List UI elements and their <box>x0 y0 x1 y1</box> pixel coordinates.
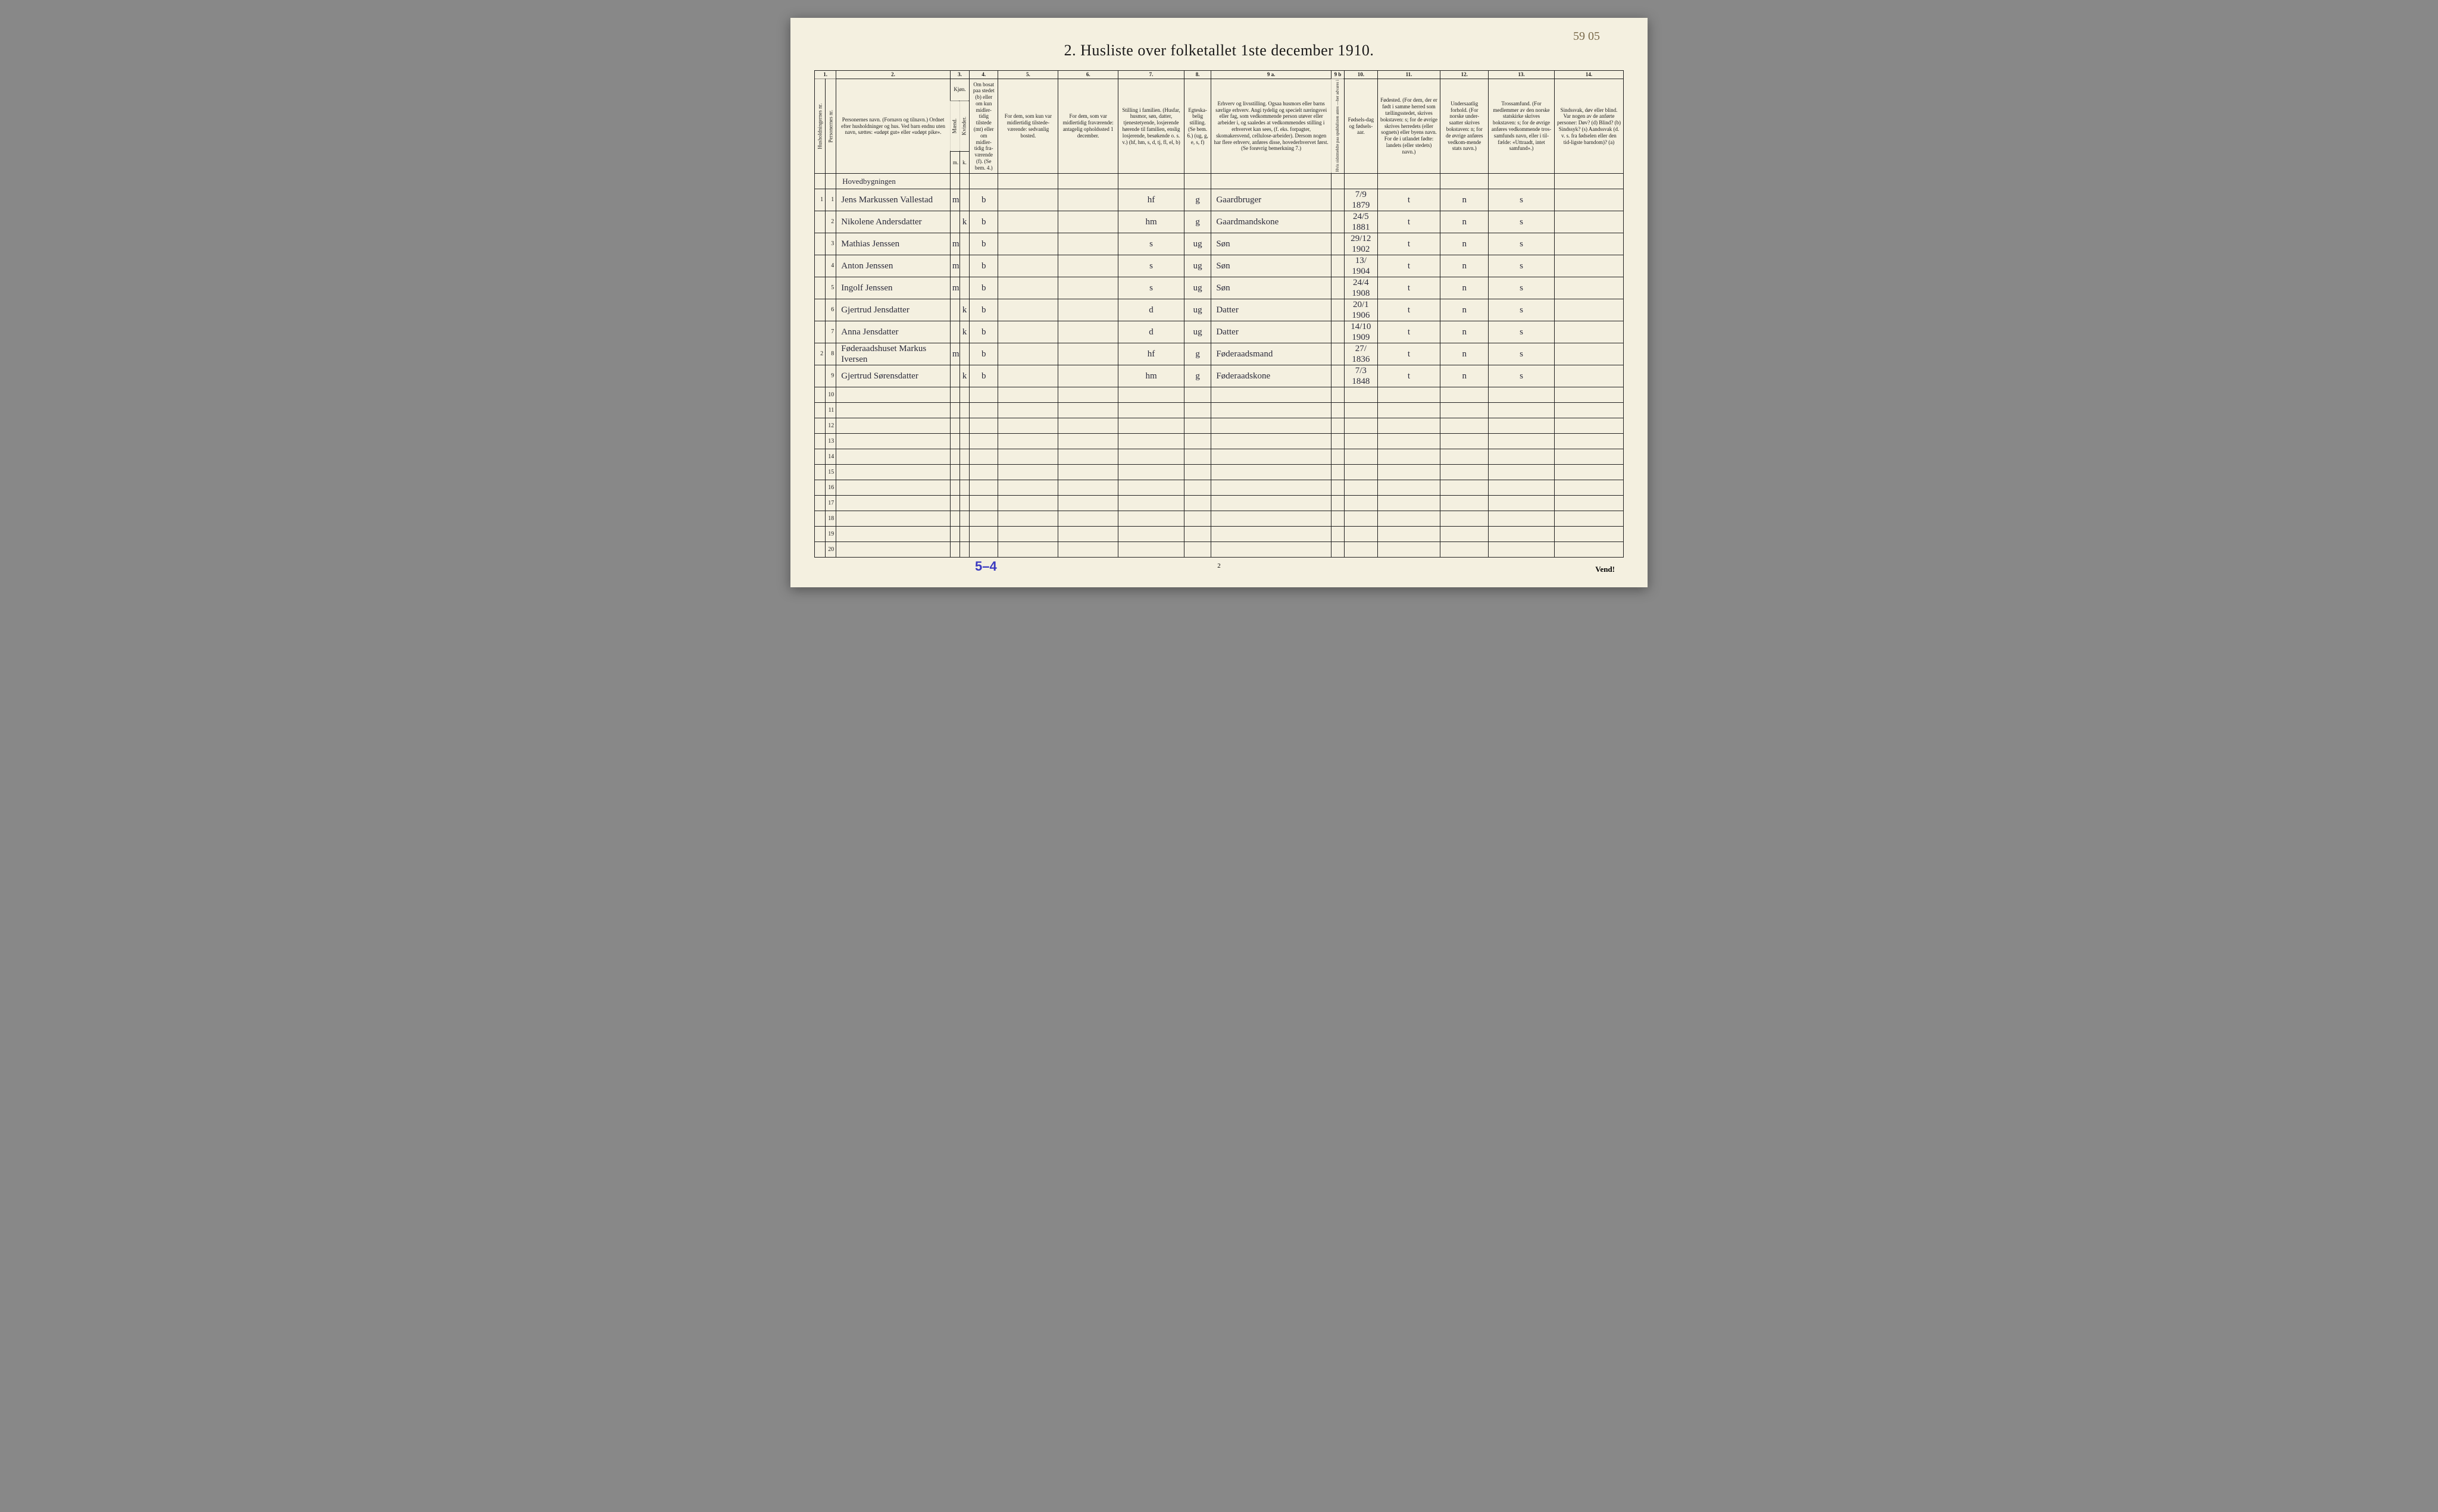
table-row: 5Ingolf JenssenmbsugSøn24/4 1908tns <box>815 277 1624 299</box>
col-occupation: Erhverv og livsstilling. Ogsaa husmors e… <box>1211 79 1331 174</box>
table-header: 1.2.3.4.5.6.7.8.9 a.9 b10.11.12.13.14. H… <box>815 71 1624 174</box>
col-birthplace: Fødested. (For dem, der er født i samme … <box>1377 79 1440 174</box>
column-number: 3. <box>950 71 969 79</box>
table-row-empty: 17 <box>815 496 1624 511</box>
table-row: 6Gjertrud JensdatterkbdugDatter20/1 1906… <box>815 299 1624 321</box>
column-number: 9 b <box>1331 71 1344 79</box>
page-number: 2 <box>1217 562 1221 569</box>
column-number: 1. <box>815 71 836 79</box>
building-subheading: Hovedbygningen <box>836 174 951 189</box>
table-row: 9Gjertrud SørensdatterkbhmgFøderaadskone… <box>815 365 1624 387</box>
table-row: 4Anton JenssenmbsugSøn13/ 1904tns <box>815 255 1624 277</box>
table-row: 28Føderaadshuset Markus IversenmbhfgFøde… <box>815 343 1624 365</box>
col-disability: Sindssvak, døv eller blind. Var nogen av… <box>1554 79 1623 174</box>
col-birthdate: Fødsels-dag og fødsels-aar. <box>1345 79 1377 174</box>
col-religion: Trossamfund. (For medlemmer av den norsk… <box>1489 79 1555 174</box>
column-number: 11. <box>1377 71 1440 79</box>
table-row-empty: 13 <box>815 434 1624 449</box>
column-number: 10. <box>1345 71 1377 79</box>
table-row-empty: 20 <box>815 542 1624 558</box>
col-sex: Kjøn. <box>950 79 969 101</box>
table-row-empty: 18 <box>815 511 1624 527</box>
page-title: 2. Husliste over folketallet 1ste decemb… <box>814 42 1624 60</box>
table-row: 7Anna JensdatterkbdugDatter14/10 1909tns <box>815 321 1624 343</box>
col-9b: Hvis sidstmeldte paa spuldulisten antes … <box>1331 79 1344 174</box>
column-number: 4. <box>970 71 998 79</box>
table-row-empty: 16 <box>815 480 1624 496</box>
column-number: 12. <box>1440 71 1489 79</box>
column-number: 9 a. <box>1211 71 1331 79</box>
column-number: 8. <box>1184 71 1211 79</box>
col-male: Mænd. <box>950 101 959 151</box>
column-number: 2. <box>836 71 951 79</box>
table-row: 11Jens Markussen VallestadmbhfgGaardbrug… <box>815 189 1624 211</box>
census-table: 1.2.3.4.5.6.7.8.9 a.9 b10.11.12.13.14. H… <box>814 70 1624 558</box>
corner-annotation: 59 05 <box>1573 30 1600 43</box>
census-page: 59 05 2. Husliste over folketallet 1ste … <box>790 18 1648 587</box>
column-number: 6. <box>1058 71 1118 79</box>
col-temp-present: For dem, som kun var midlertidig tilsted… <box>998 79 1058 174</box>
col-person-no: Personernes nr. <box>826 79 836 174</box>
table-row-empty: 10 <box>815 387 1624 403</box>
table-row-empty: 12 <box>815 418 1624 434</box>
table-row: 3Mathias JenssenmbsugSøn29/12 1902tns <box>815 233 1624 255</box>
column-number: 7. <box>1118 71 1184 79</box>
table-row-empty: 14 <box>815 449 1624 465</box>
col-name: Personernes navn. (Fornavn og tilnavn.) … <box>836 79 951 174</box>
col-temp-absent: For dem, som var midlertidig fraværende:… <box>1058 79 1118 174</box>
col-resident: Om bosat paa stedet (b) eller om kun mid… <box>970 79 998 174</box>
column-number: 13. <box>1489 71 1555 79</box>
col-female: Kvinder. <box>959 101 969 151</box>
col-k: k. <box>959 152 969 174</box>
column-number: 14. <box>1554 71 1623 79</box>
table-row-empty: 19 <box>815 527 1624 542</box>
table-row-empty: 15 <box>815 465 1624 480</box>
turn-over-label: Vend! <box>1595 565 1615 574</box>
col-family-position: Stilling i familien. (Husfar, husmor, sø… <box>1118 79 1184 174</box>
col-marital: Egteska-belig stilling. (Se bem. 6.) (ug… <box>1184 79 1211 174</box>
col-nationality: Undersaatlig forhold. (For norske under-… <box>1440 79 1489 174</box>
table-row: 2Nikolene AndersdatterkbhmgGaardmandskon… <box>815 211 1624 233</box>
footer-annotation-left: 5–4 <box>975 559 997 574</box>
col-household-no: Husholdningernes nr. <box>815 79 826 174</box>
table-body: Hovedbygningen11Jens Markussen Vallestad… <box>815 174 1624 558</box>
col-m: m. <box>950 152 959 174</box>
column-number: 5. <box>998 71 1058 79</box>
table-row-empty: 11 <box>815 403 1624 418</box>
